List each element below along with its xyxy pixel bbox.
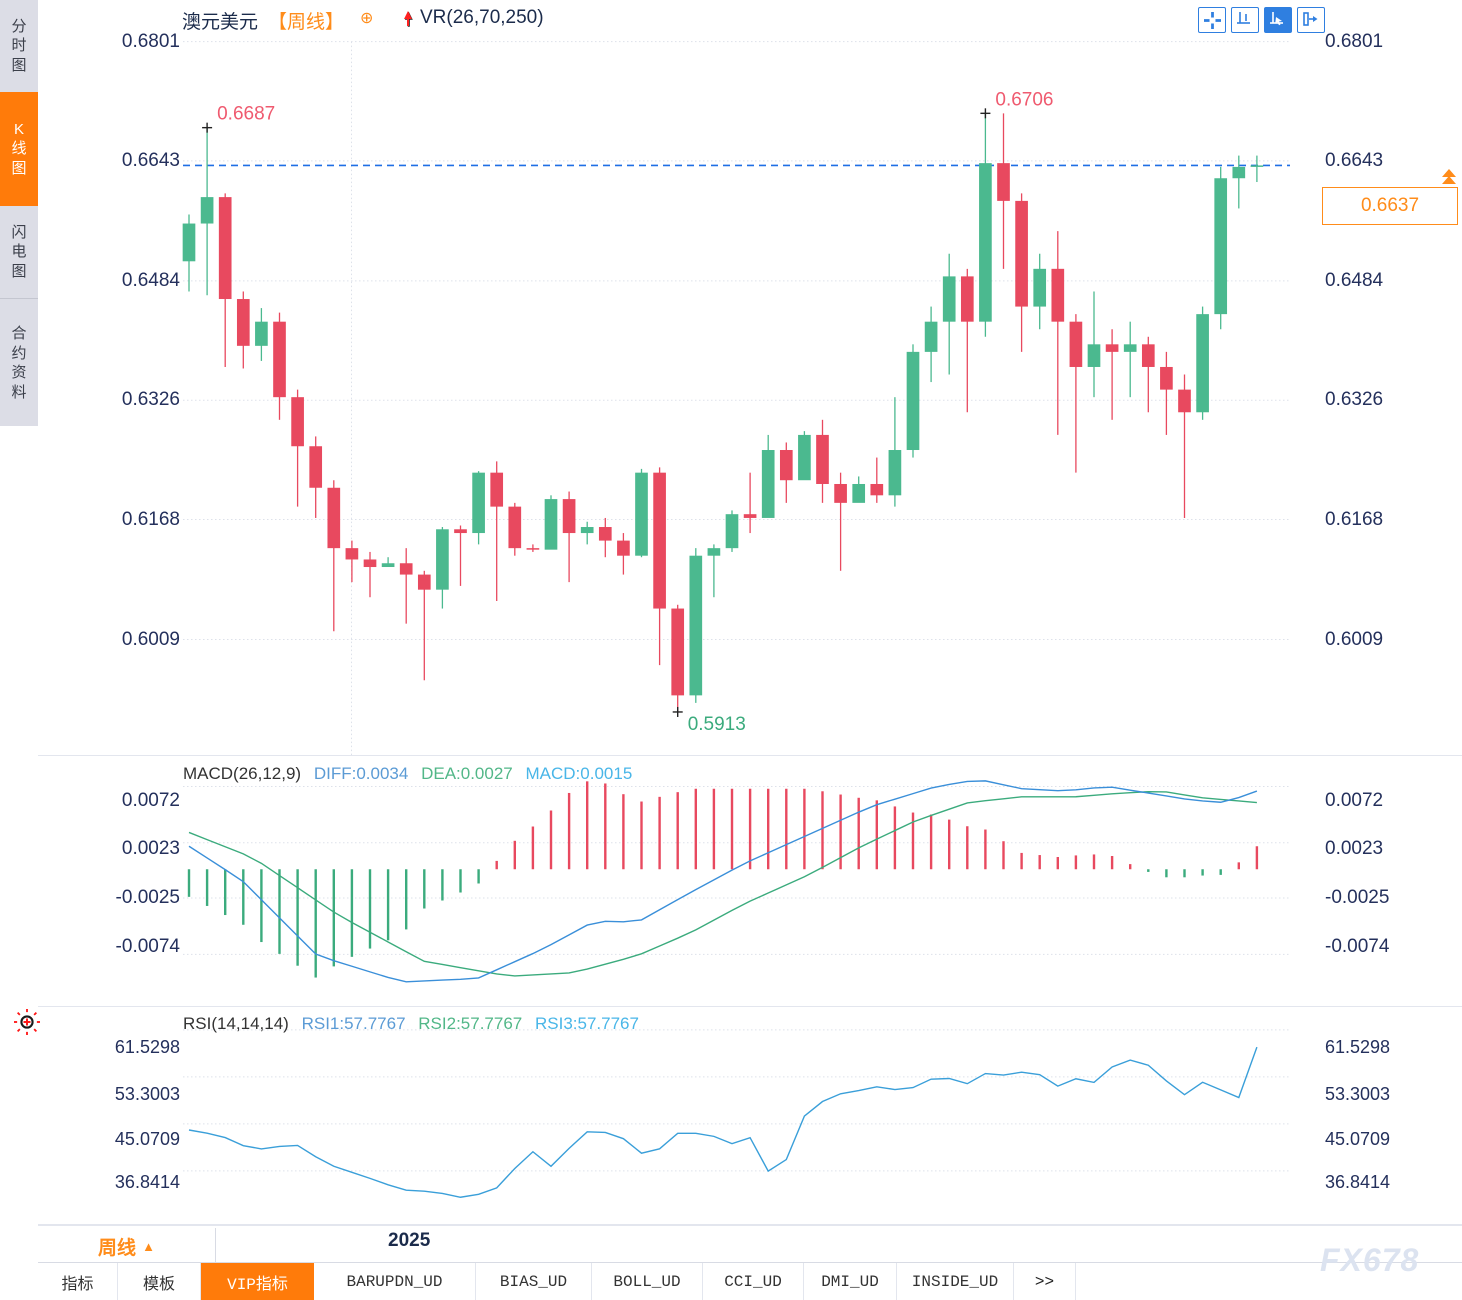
svg-text:0.5913: 0.5913 [688, 714, 746, 735]
svg-text:0.6706: 0.6706 [995, 89, 1053, 110]
svg-text:0.6687: 0.6687 [217, 104, 275, 125]
